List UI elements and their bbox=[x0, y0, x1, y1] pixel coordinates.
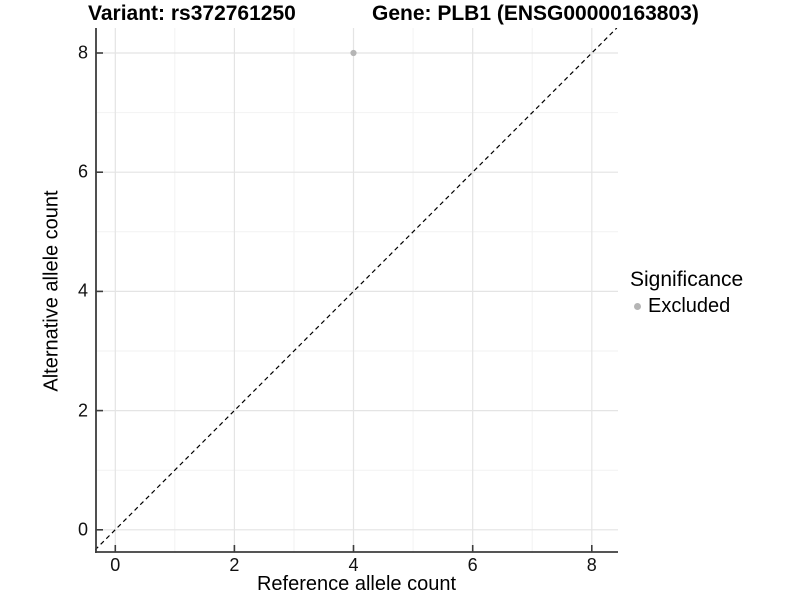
x-axis-tick-label: 6 bbox=[467, 555, 478, 575]
y-axis-tick-label: 0 bbox=[77, 519, 88, 540]
legend-title: Significance bbox=[630, 268, 744, 291]
legend-point-icon bbox=[634, 303, 641, 310]
scatter-plot-canvas bbox=[95, 28, 618, 553]
legend-item-excluded: Excluded bbox=[630, 295, 743, 318]
x-axis-tick-label: 0 bbox=[110, 555, 121, 575]
identity-reference-line bbox=[95, 28, 618, 551]
y-axis-tick-label: 4 bbox=[77, 280, 88, 301]
y-axis-tick-label: 6 bbox=[77, 161, 88, 182]
y-axis-tick-label: 8 bbox=[77, 42, 88, 63]
y-axis-tick-label: 2 bbox=[77, 400, 88, 421]
data-point bbox=[350, 49, 357, 57]
plot-panel bbox=[95, 28, 618, 553]
x-axis-tick-label: 4 bbox=[348, 555, 359, 575]
y-axis-title: Alternative allele count bbox=[40, 190, 63, 392]
x-axis-tick-label: 8 bbox=[586, 555, 597, 575]
x-axis-tick-label: 2 bbox=[229, 555, 240, 575]
x-axis-title: Reference allele count bbox=[256, 573, 456, 595]
variant-title: Variant: rs372761250 bbox=[88, 2, 296, 25]
legend: Significance Excluded bbox=[630, 268, 743, 318]
gene-title: Gene: PLB1 (ENSG00000163803) bbox=[372, 2, 699, 25]
legend-item-label: Excluded bbox=[648, 295, 731, 317]
